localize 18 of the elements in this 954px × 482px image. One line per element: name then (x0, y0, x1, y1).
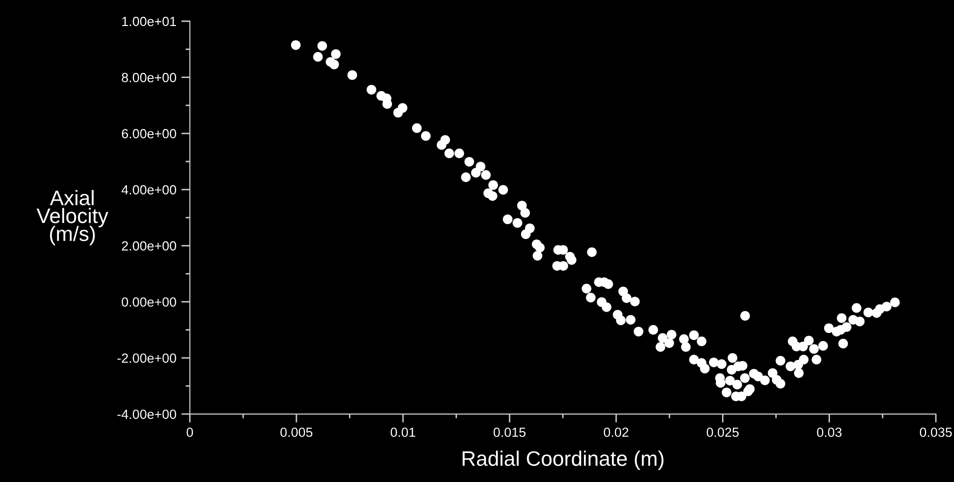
x-tick-label: 0.02 (604, 428, 628, 437)
y-tick-label: 4.00e+00 (122, 185, 176, 194)
y-axis-title: Axial Velocity (m/s) (36, 190, 108, 246)
y-tick-label: 0.00e+00 (122, 297, 176, 307)
y-tick-label: 8.00e+00 (122, 72, 176, 82)
y-tick-label: 1.00e+01 (122, 16, 176, 26)
x-tick-label: 0.025 (706, 428, 739, 437)
y-tick-label: 2.00e+00 (122, 241, 176, 251)
x-tick-label: 0.03 (816, 428, 842, 437)
x-tick-label: 0.005 (280, 428, 312, 437)
x-tick-label: 0.035 (920, 428, 952, 437)
x-tick-label: 0.01 (390, 428, 416, 437)
y-tick-label: 6.00e+00 (122, 129, 176, 138)
x-axis-title: Radial Coordinate (m) (462, 450, 664, 470)
y-tick-label: -2.00e+00 (117, 353, 176, 363)
y-tick-label: -4.00e+00 (117, 410, 176, 419)
x-tick-label: 0.015 (494, 428, 526, 437)
x-tick-label: 0 (186, 428, 193, 437)
